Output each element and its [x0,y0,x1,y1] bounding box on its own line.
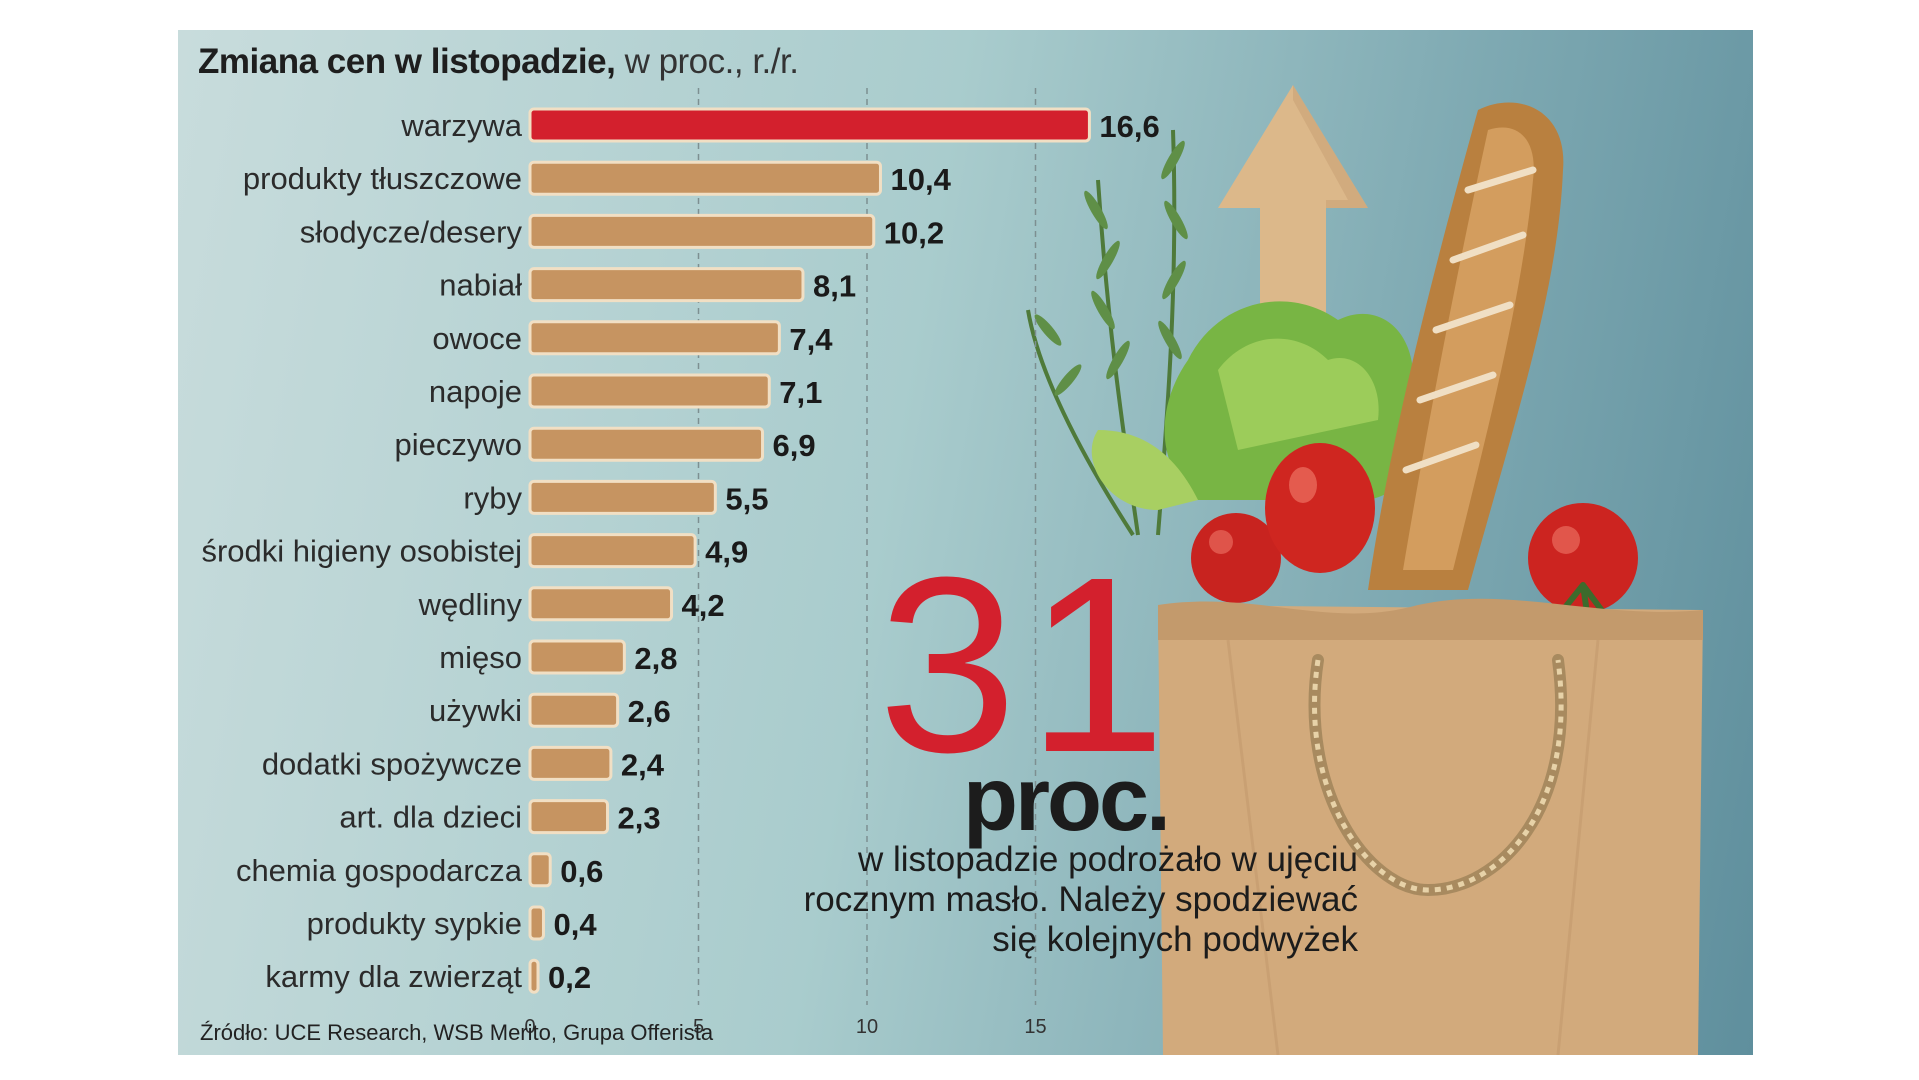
category-label: art. dla dzieci [339,800,522,835]
bar [528,852,552,888]
category-label: mięso [439,640,522,675]
x-tick-label: 0 [524,1016,535,1038]
value-label: 8,1 [813,269,856,304]
callout-text: w listopadzie podrożało w ujęciu rocznym… [803,840,1358,959]
arrow-up-icon [1218,85,1368,350]
bar [528,479,717,515]
category-label: nabiał [439,268,522,303]
bar [528,692,620,728]
labels: warzywa 16,6 produkty tłuszczowe 10,4 słodyc… [201,108,1159,995]
category-label: słodycze/desery [300,214,523,249]
category-label: karmy dla zwierząt [265,959,522,994]
callout-unit: proc. [963,750,1171,850]
chart-title: Zmiana cen w listopadzie, w proc., r./r. [198,42,799,82]
tomato-icon [1191,443,1638,623]
grid-lines [697,88,1037,1005]
paper-bag-icon [1158,598,1703,1055]
category-label: chemia gospodarcza [236,853,523,888]
value-label: 6,9 [773,428,816,463]
value-label: 4,9 [705,535,748,570]
value-label: 2,3 [618,801,661,836]
bar [528,639,626,675]
value-label: 2,6 [628,694,671,729]
value-label: 2,8 [634,641,677,676]
value-label: 2,4 [621,747,665,782]
bar [528,320,781,356]
bar [528,267,805,303]
bar [528,533,697,569]
value-label: 4,2 [682,588,725,623]
category-label: ryby [463,480,522,515]
infographic-panel: Zmiana cen w listopadzie, w proc., r./r.… [178,30,1753,1055]
lettuce-icon [1091,301,1429,510]
bar-chart: warzywa 16,6 produkty tłuszczowe 10,4 słodyc… [201,88,1160,1038]
source-note: Źródło: UCE Research, WSB Merito, Grupa … [200,1020,714,1045]
bar [528,426,765,462]
bar [528,905,545,941]
bar [528,107,1091,143]
category-label: produkty tłuszczowe [243,161,522,196]
grocery-illustration [1026,85,1703,1055]
value-label: 7,4 [789,322,833,357]
bar [528,799,610,835]
x-tick-label: 10 [856,1016,878,1038]
value-label: 7,1 [779,375,822,410]
chart-title-unit: w proc., r./r. [624,42,799,81]
x-tick-label: 15 [1024,1016,1046,1038]
value-label: 10,2 [884,215,944,250]
bar [528,213,876,249]
bar [528,958,540,994]
category-label: napoje [429,374,522,409]
bars [528,107,1091,994]
x-axis-ticks: 0 5 10 15 [524,1016,1046,1038]
value-label: 16,6 [1099,109,1159,144]
value-label: 0,4 [553,907,597,942]
category-label: warzywa [400,108,522,143]
value-label: 0,6 [560,854,603,889]
callout-number: 31 [878,525,1177,804]
chart-title-main: Zmiana cen w listopadzie, [198,42,616,81]
category-label: owoce [432,321,522,356]
rosemary-leaves [1034,140,1188,396]
category-label: dodatki spożywcze [262,746,522,781]
value-label: 5,5 [725,481,768,516]
bar [528,745,613,781]
category-label: używki [429,693,522,728]
category-label: wędliny [418,587,523,622]
category-label: środki higieny osobistej [201,534,522,569]
baguette-icon [1368,102,1564,590]
value-label: 0,2 [548,960,591,995]
bar [528,160,882,196]
bar [528,373,771,409]
x-tick-label: 5 [693,1016,704,1038]
category-label: pieczywo [395,427,523,462]
value-label: 10,4 [890,162,951,197]
bar [528,586,674,622]
category-label: produkty sypkie [307,906,522,941]
